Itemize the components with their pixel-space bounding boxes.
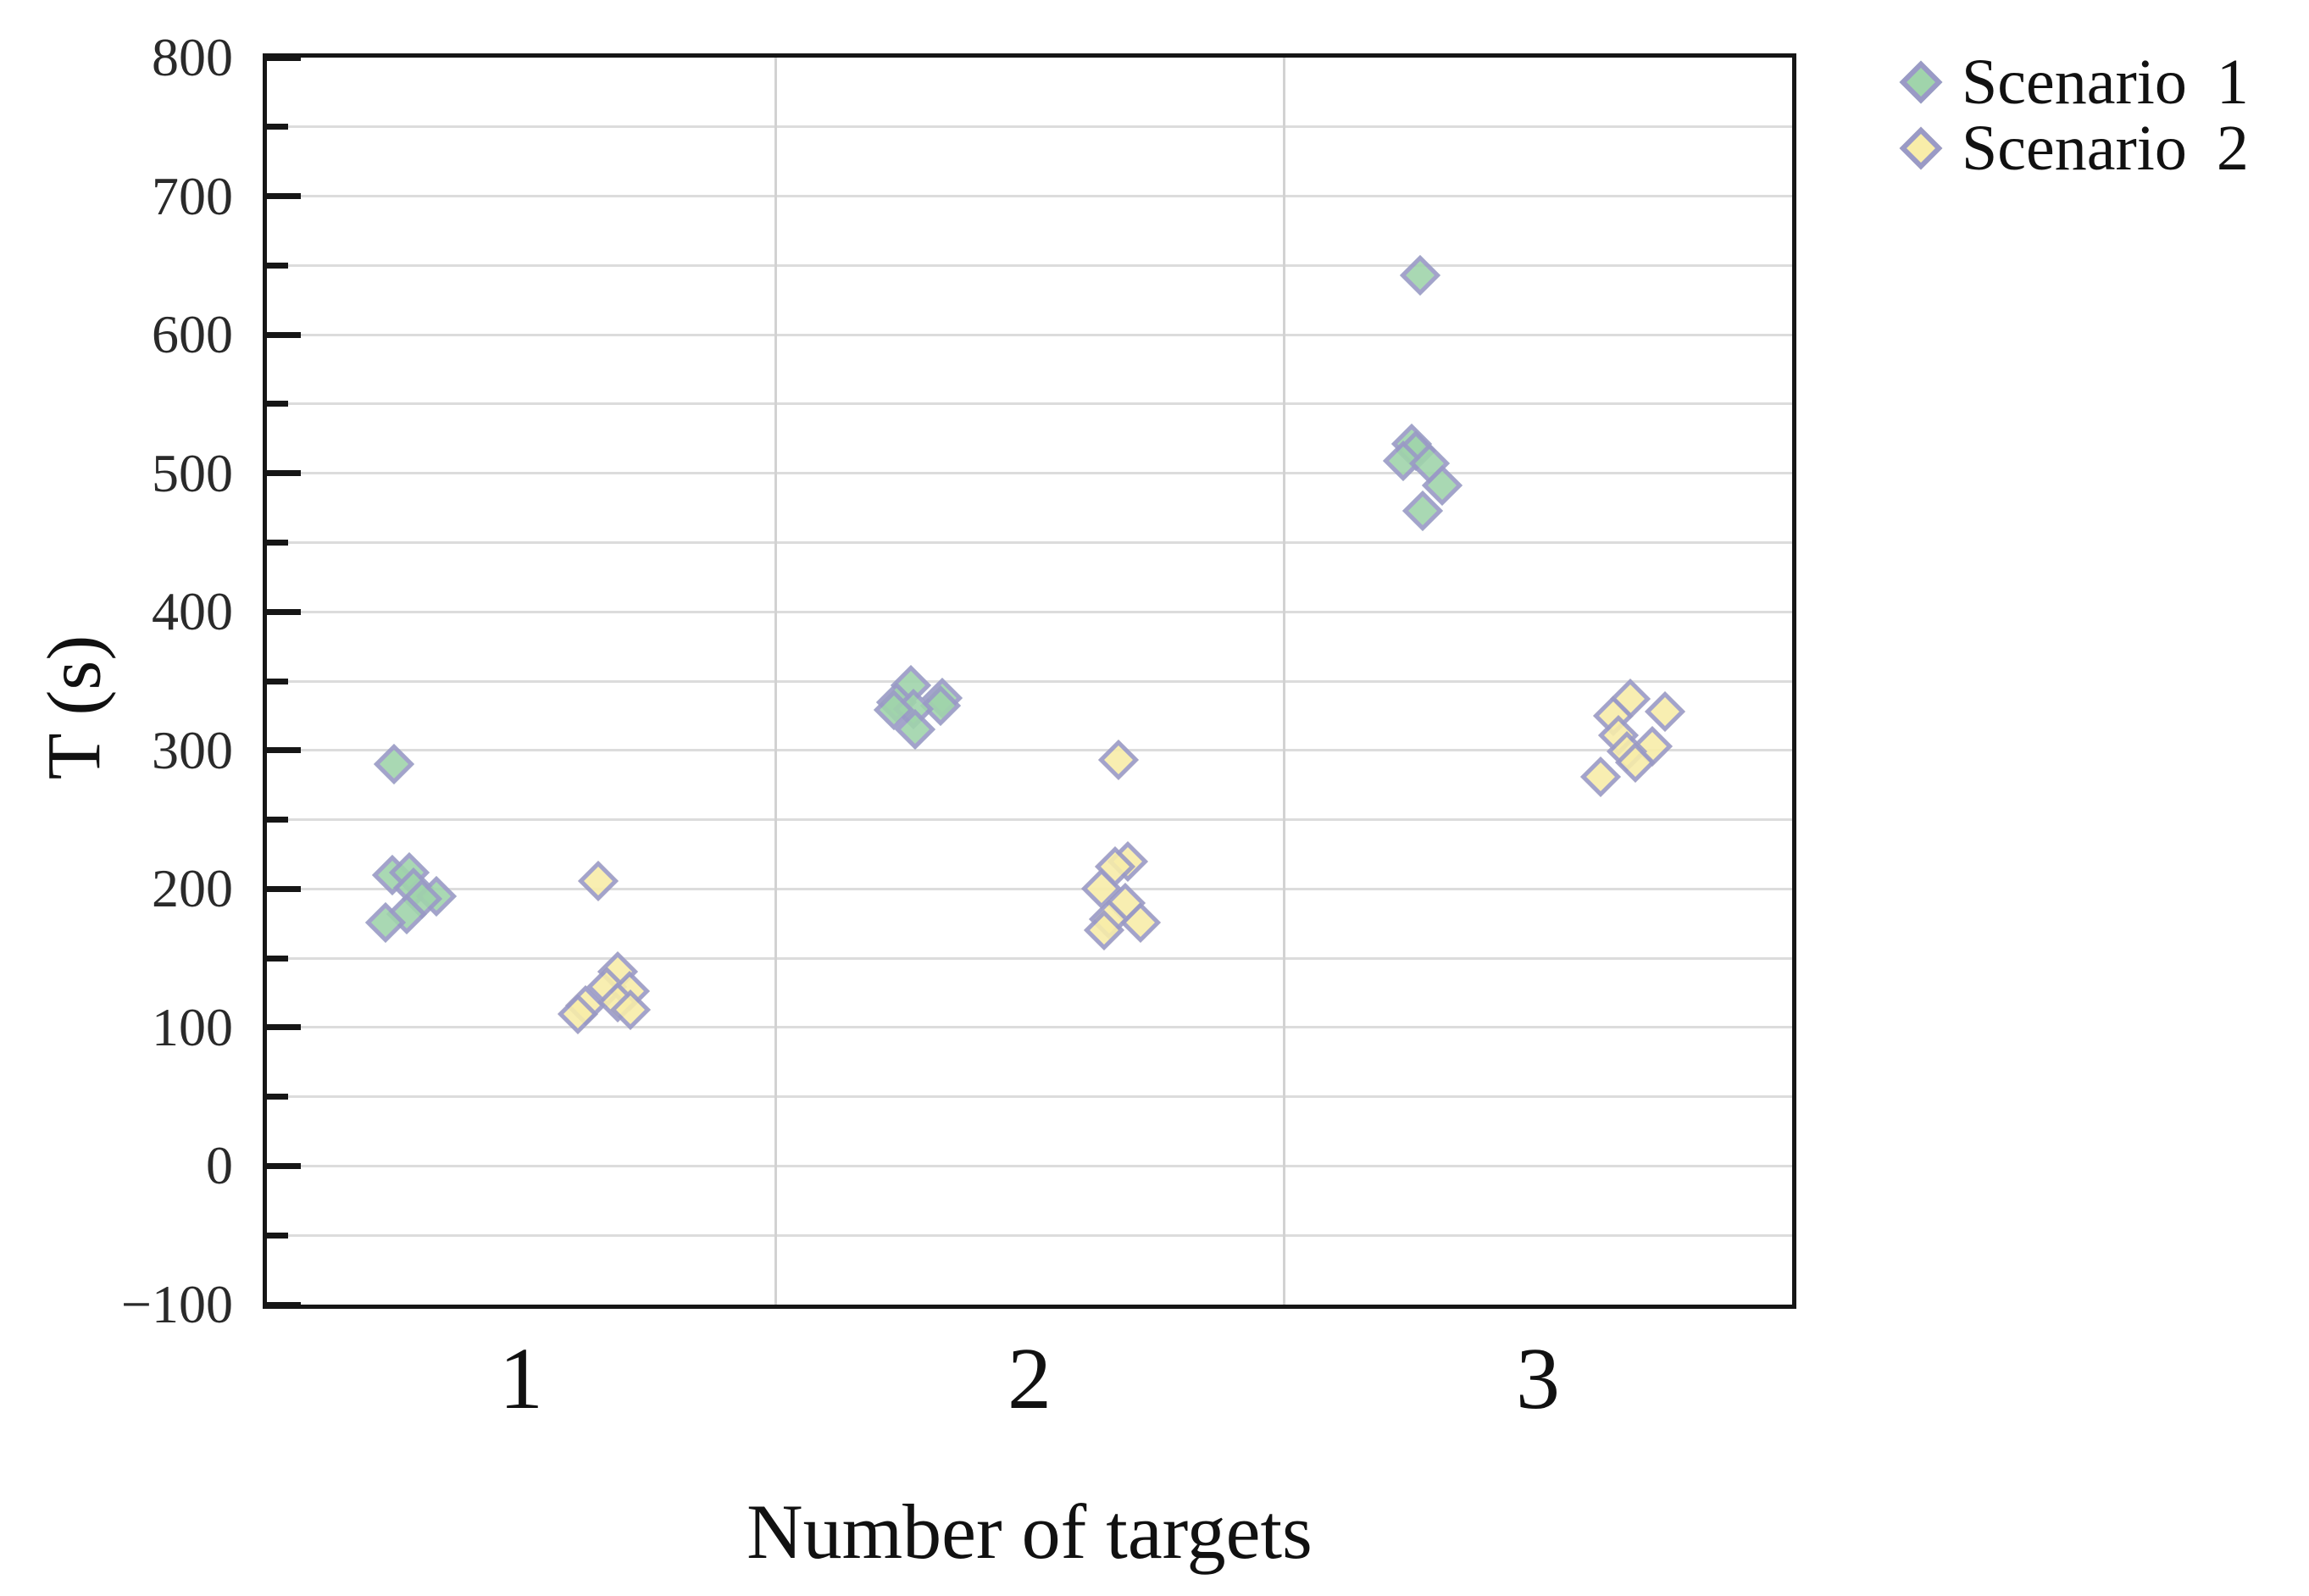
y-tick-600 <box>267 331 301 338</box>
data-point-scenario-2-17 <box>1644 690 1686 733</box>
y-tick-label-200: 200 <box>152 858 233 919</box>
legend-marker-scenario-2-icon <box>1899 126 1943 170</box>
gridline-y-150 <box>267 956 1792 960</box>
y-tick-450 <box>267 539 288 546</box>
gridline-y-650 <box>267 263 1792 267</box>
plot-area: 800 700 600 500 400 300 200 100 0 −100 1 2 3 <box>121 27 1796 1427</box>
gridline-y-350 <box>267 679 1792 683</box>
y-tick-label-0: 0 <box>206 1135 233 1196</box>
y-tick-label-100: 100 <box>152 996 233 1057</box>
gridline-y--50 <box>267 1233 1792 1237</box>
y-tick-650 <box>267 262 288 269</box>
y-tick-label-700: 700 <box>152 165 233 226</box>
y-tick-750 <box>267 124 288 130</box>
gridline-y-500 <box>267 472 1792 475</box>
y-tick--100 <box>267 1301 301 1308</box>
y-tick-350 <box>267 678 288 684</box>
legend-label-scenario-2: Scenario 2 <box>1962 113 2249 184</box>
y-tick-label-300: 300 <box>152 719 233 780</box>
gridline-y-700 <box>267 195 1792 198</box>
gridline-y-100 <box>267 1026 1792 1029</box>
y-tick-label-500: 500 <box>152 442 233 503</box>
y-tick-0 <box>267 1162 301 1169</box>
y-tick-50 <box>267 1094 288 1100</box>
x-tick-label-3: 3 <box>1516 1330 1560 1427</box>
gridline-y-300 <box>267 749 1792 752</box>
y-tick-800 <box>267 54 301 61</box>
data-point-scenario-2-0 <box>578 860 619 901</box>
y-tick-label--100: −100 <box>120 1274 233 1334</box>
x-tick-label-2: 2 <box>1007 1330 1052 1427</box>
y-tick-label-400: 400 <box>152 581 233 642</box>
y-tick-500 <box>267 470 301 477</box>
gridline-y-450 <box>267 540 1792 544</box>
gridline-x-2.5 <box>1282 58 1285 1305</box>
x-tick-label-1: 1 <box>499 1330 543 1427</box>
legend-marker-scenario-1-icon <box>1899 60 1943 104</box>
gridline-y-400 <box>267 610 1792 613</box>
gridline-y-250 <box>267 818 1792 822</box>
gridline-y-600 <box>267 333 1792 336</box>
gridline-x-1.5 <box>774 58 777 1305</box>
legend-item-scenario-2: Scenario 2 <box>1899 113 2249 184</box>
y-tick--50 <box>267 1232 288 1239</box>
y-tick-400 <box>267 608 301 615</box>
legend-label-scenario-1: Scenario 1 <box>1962 47 2249 118</box>
gridline-y-200 <box>267 887 1792 890</box>
gridline-y-50 <box>267 1095 1792 1099</box>
data-point-scenario-2-8 <box>1097 740 1140 781</box>
y-tick-200 <box>267 885 301 892</box>
y-tick-label-800: 800 <box>152 27 233 87</box>
x-axis-title: Number of targets <box>747 1488 1313 1575</box>
gridline-y-0 <box>267 1164 1792 1167</box>
legend: Scenario 1 Scenario 2 <box>1899 47 2249 184</box>
legend-item-scenario-1: Scenario 1 <box>1899 47 2249 118</box>
y-tick-250 <box>267 817 288 823</box>
y-tick-550 <box>267 401 288 407</box>
y-tick-300 <box>267 747 301 754</box>
gridline-y-750 <box>267 125 1792 129</box>
y-tick-label-600: 600 <box>152 304 233 365</box>
data-point-scenario-1-15 <box>1399 254 1440 296</box>
gridline-y-550 <box>267 402 1792 406</box>
y-tick-700 <box>267 193 301 200</box>
y-tick-150 <box>267 955 288 961</box>
y-tick-100 <box>267 1024 301 1031</box>
